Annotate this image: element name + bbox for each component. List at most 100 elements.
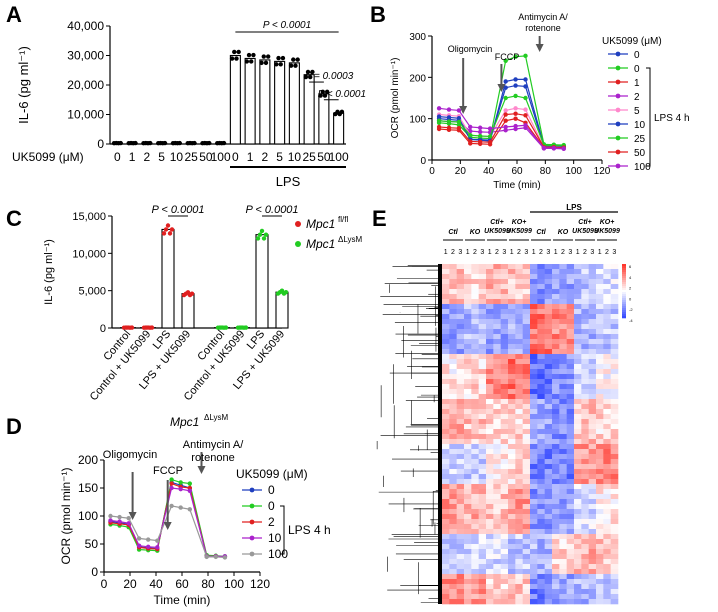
heatmap-cell <box>588 374 597 380</box>
heatmap-cell <box>471 369 479 375</box>
heatmap-cell <box>544 459 553 465</box>
data-point <box>487 140 493 145</box>
heatmap-cell <box>493 599 501 605</box>
heatmap-cell <box>603 484 611 490</box>
heatmap-cell <box>574 474 582 480</box>
heatmap-cell <box>581 399 589 405</box>
heatmap-cell <box>486 414 494 420</box>
data-point <box>318 93 323 98</box>
heatmap-cell <box>442 384 450 390</box>
heatmap-cell <box>581 344 589 350</box>
sig-label: P < 0.0001 <box>263 20 311 31</box>
heatmap-cell <box>449 479 457 485</box>
heatmap-cell <box>515 379 523 385</box>
heatmap-cell <box>522 584 531 590</box>
heatmap-cell <box>493 284 501 290</box>
y-tick-label: 10,000 <box>67 108 104 122</box>
group-label: UK5099 <box>484 228 510 235</box>
heatmap-cell <box>493 359 501 365</box>
heatmap-cell <box>574 299 582 305</box>
heatmap-cell <box>544 584 553 590</box>
injection-arrowhead <box>128 512 137 520</box>
heatmap-cell <box>610 384 619 390</box>
heatmap-cell <box>464 494 472 500</box>
data-point <box>149 325 155 330</box>
heatmap-cell <box>486 309 494 315</box>
heatmap-cell <box>581 279 589 285</box>
panel-label-a: A <box>6 2 22 27</box>
heatmap-cell <box>449 394 457 400</box>
heatmap-cell <box>464 534 472 540</box>
replicate-label: 2 <box>517 249 521 256</box>
heatmap-cell <box>530 594 538 600</box>
heatmap-cell <box>449 569 457 575</box>
heatmap-cell <box>588 364 597 370</box>
heatmap-cell <box>508 499 516 505</box>
heatmap-cell <box>464 429 472 435</box>
heatmap-cell <box>442 459 450 465</box>
heatmap-cell <box>449 379 457 385</box>
replicate-label: 1 <box>488 249 492 256</box>
heatmap-cell <box>442 424 450 430</box>
heatmap-cell <box>449 419 457 425</box>
heatmap-cell <box>559 384 567 390</box>
data-point <box>169 227 175 232</box>
heatmap-cell <box>603 339 611 345</box>
heatmap-cell <box>566 474 575 480</box>
heatmap-cell <box>456 334 465 340</box>
heatmap-cell <box>530 379 538 385</box>
heatmap-cell <box>537 344 545 350</box>
heatmap-cell <box>559 464 567 470</box>
legend-marker <box>249 519 255 525</box>
heatmap-cell <box>588 349 597 355</box>
heatmap-cell <box>552 374 560 380</box>
heatmap-cell <box>449 464 457 470</box>
heatmap-cell <box>493 554 501 560</box>
heatmap-cell <box>486 599 494 605</box>
data-point <box>310 69 315 75</box>
heatmap-cell <box>442 409 450 415</box>
x-tick-label: 20 <box>455 166 467 177</box>
heatmap-cell <box>610 284 619 290</box>
heatmap-cell <box>471 544 479 550</box>
group-label: Ctl+ <box>578 219 591 226</box>
heatmap-cell <box>522 324 531 330</box>
heatmap-cell <box>464 349 472 355</box>
heatmap-cell <box>552 564 560 570</box>
heatmap-cell <box>471 549 479 555</box>
heatmap-cell <box>522 394 531 400</box>
heatmap-cell <box>581 499 589 505</box>
heatmap-cell <box>493 584 501 590</box>
heatmap-cell <box>456 579 465 585</box>
heatmap-cell <box>500 274 509 280</box>
heatmap-cell <box>456 314 465 320</box>
heatmap-cell <box>464 369 472 375</box>
heatmap-cell <box>500 329 509 335</box>
replicate-label: 1 <box>554 249 558 256</box>
heatmap-cell <box>471 329 479 335</box>
heatmap-cell <box>449 329 457 335</box>
heatmap-cell <box>588 264 597 270</box>
heatmap-cell <box>500 589 509 595</box>
heatmap-cell <box>456 504 465 510</box>
heatmap-cell <box>442 389 450 395</box>
data-point <box>523 77 528 82</box>
heatmap-cell <box>515 404 523 410</box>
heatmap-cell <box>581 449 589 455</box>
heatmap-cell <box>486 389 494 395</box>
heatmap-cell <box>552 404 560 410</box>
data-point <box>503 95 508 101</box>
heatmap-cell <box>478 404 487 410</box>
heatmap-cell <box>588 594 597 600</box>
heatmap-cell <box>559 534 567 540</box>
heatmap-cell <box>508 374 516 380</box>
heatmap-cell <box>530 439 538 445</box>
heatmap-cell <box>610 394 619 400</box>
heatmap-cell <box>530 294 538 300</box>
heatmap-cell <box>478 444 487 450</box>
heatmap-cell <box>449 459 457 465</box>
heatmap-cell <box>508 554 516 560</box>
heatmap-cell <box>610 599 619 605</box>
heatmap-cell <box>530 299 538 305</box>
heatmap-cell <box>588 324 597 330</box>
